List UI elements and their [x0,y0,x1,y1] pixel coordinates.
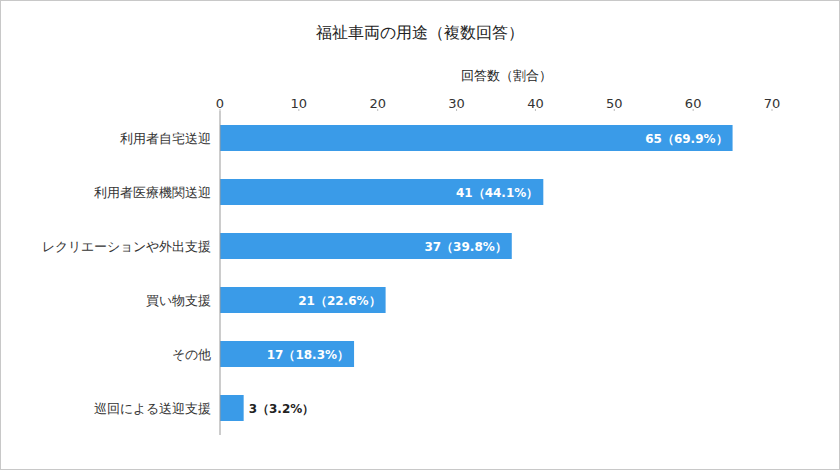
axis-title: 回答数（割合） [461,68,552,83]
tick [772,109,773,111]
tick-label: 0 [216,96,224,111]
tick-label: 10 [291,96,308,111]
title: 福祉車両の用途（複数回答） [316,23,524,42]
tick [298,109,299,111]
data-label: 65（69.9%） [645,132,727,146]
data-label: 41（44.1%） [456,186,538,200]
labels: 利用者自宅送迎 65（69.9%） 利用者医療機関送迎 41（44.1%） レクリエーシ… [42,131,728,416]
category-label: 巡回による送迎支援 [94,401,211,416]
data-label: 37（39.8%） [424,240,506,254]
y-axis-line [220,111,221,435]
category-label: 利用者医療機関送迎 [94,185,211,200]
data-label: 17（18.3%） [267,348,349,362]
category-label: その他 [172,347,211,362]
tick-label: 50 [606,96,623,111]
tick [693,109,694,111]
bars [220,125,733,421]
tick-label: 60 [685,96,702,111]
chart: 福祉車両の用途（複数回答） 回答数（割合） 0 10 20 30 40 50 60 70 利用者自宅… [0,0,840,470]
tick-label: 70 [764,96,781,111]
bar [220,233,512,259]
tick-label: 30 [448,96,465,111]
tick [220,109,221,111]
bar [220,179,543,205]
data-label: 3（3.2%） [249,402,315,416]
tick [614,109,615,111]
bar [220,287,386,313]
bar [220,395,244,421]
x-axis: 0 10 20 30 40 50 60 70 [216,96,780,111]
frame [1,1,840,470]
category-label: 利用者自宅送迎 [120,131,211,146]
category-label: レクリエーションや外出支援 [42,239,211,254]
tick [377,109,378,111]
tick-label: 40 [527,96,544,111]
data-label: 21（22.6%） [298,294,380,308]
bar [220,125,733,151]
tick-label: 20 [369,96,386,111]
category-label: 買い物支援 [146,293,211,308]
bar [220,341,354,367]
tick [535,109,536,111]
tick [456,109,457,111]
